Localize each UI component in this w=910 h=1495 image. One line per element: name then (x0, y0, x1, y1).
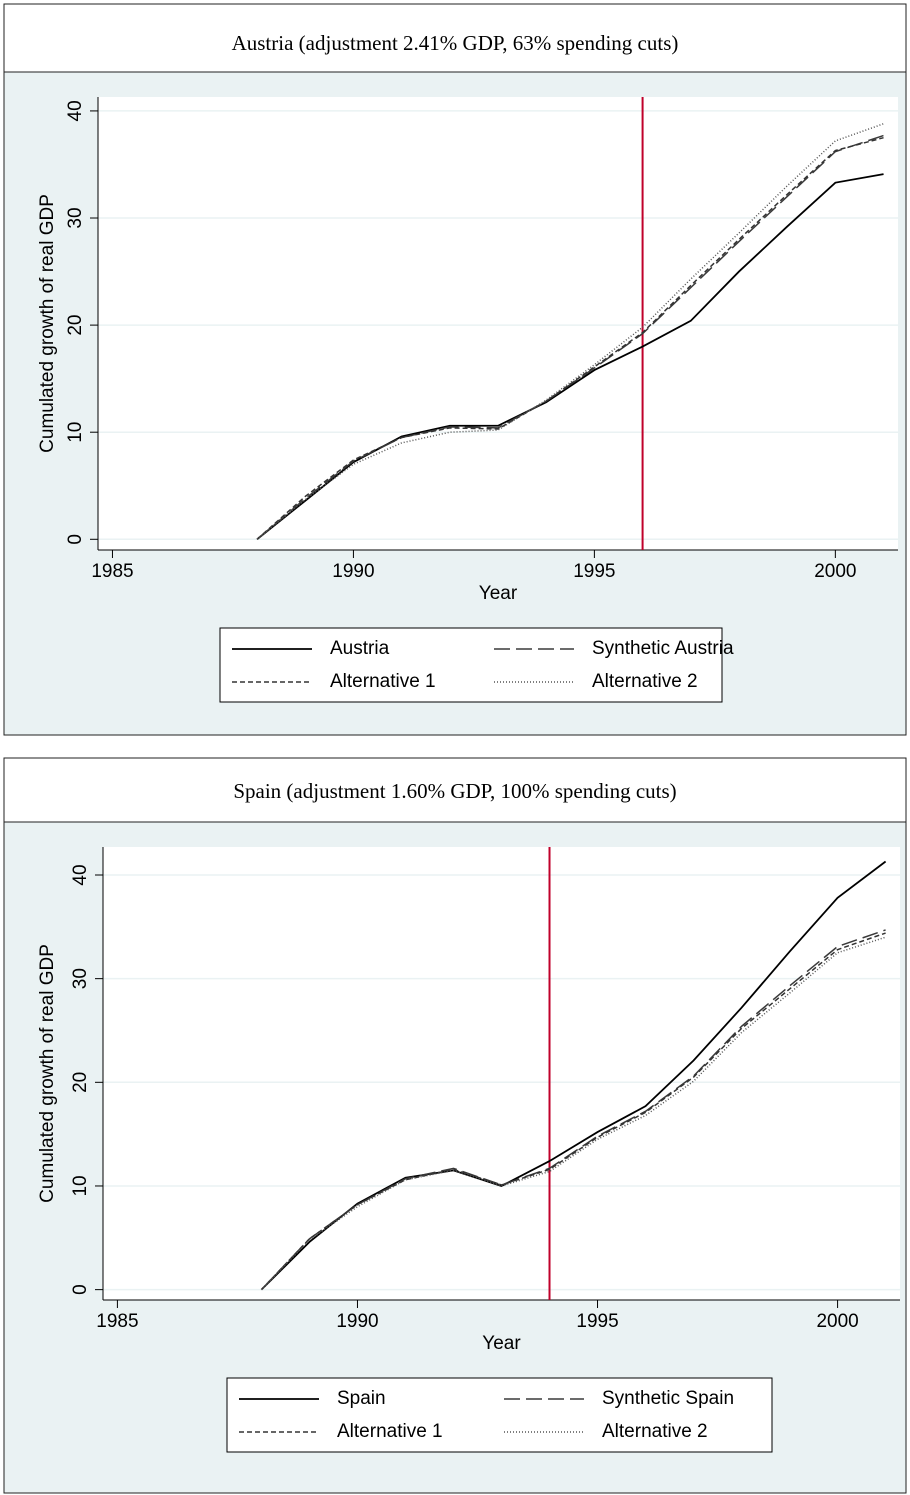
y-axis-label: Cumulated growth of real GDP (37, 944, 58, 1203)
x-tick-label: 1995 (573, 561, 615, 582)
legend-label: Austria (330, 638, 390, 659)
plot-area (98, 97, 898, 550)
legend-label: Synthetic Austria (592, 638, 734, 659)
legend-box (219, 627, 723, 703)
y-tick-label: 10 (65, 422, 86, 443)
chart-panel: Austria (adjustment 2.41% GDP, 63% spend… (3, 3, 907, 736)
legend-label: Synthetic Spain (602, 1388, 734, 1409)
series-line (256, 136, 884, 540)
series-line (260, 932, 886, 1291)
x-axis-label: Year (479, 583, 518, 604)
x-tick-label: 1985 (96, 1311, 138, 1332)
y-tick-label: 40 (70, 864, 91, 885)
y-tick-label: 30 (65, 207, 86, 228)
y-tick-label: 10 (70, 1175, 91, 1196)
y-tick-label: 0 (65, 534, 86, 545)
y-axis-label: Cumulated growth of real GDP (37, 194, 58, 453)
series-line (260, 936, 886, 1291)
plot-area (103, 847, 900, 1300)
x-tick-label: 1990 (336, 1311, 378, 1332)
legend-box (226, 1377, 773, 1453)
legend-label: Spain (337, 1388, 386, 1409)
y-tick-label: 20 (70, 1072, 91, 1093)
x-tick-label: 2000 (814, 561, 856, 582)
chart-title: Spain (adjustment 1.60% GDP, 100% spendi… (233, 779, 676, 803)
x-tick-label: 1985 (91, 561, 133, 582)
y-tick-label: 40 (65, 100, 86, 121)
legend-label: Alternative 2 (602, 1421, 708, 1442)
legend-label: Alternative 1 (330, 671, 436, 692)
y-tick-label: 30 (70, 968, 91, 989)
x-tick-label: 1990 (332, 561, 374, 582)
x-axis-label: Year (482, 1333, 521, 1354)
y-tick-label: 20 (65, 315, 86, 336)
legend-label: Alternative 1 (337, 1421, 443, 1442)
y-tick-label: 0 (70, 1284, 91, 1295)
x-tick-label: 1995 (576, 1311, 618, 1332)
chart-title: Austria (adjustment 2.41% GDP, 63% spend… (232, 31, 679, 55)
x-tick-label: 2000 (816, 1311, 858, 1332)
chart-panel: Spain (adjustment 1.60% GDP, 100% spendi… (3, 757, 907, 1494)
legend-label: Alternative 2 (592, 671, 698, 692)
series-line (260, 860, 887, 1291)
